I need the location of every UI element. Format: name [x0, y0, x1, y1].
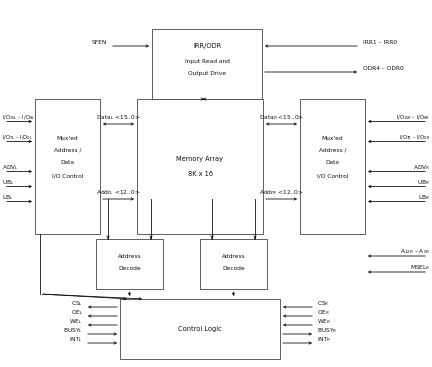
Bar — [96, 239, 163, 289]
Text: 8K x 16: 8K x 16 — [187, 171, 213, 178]
Text: Data$_L$ <15..0>: Data$_L$ <15..0> — [96, 113, 141, 123]
Bar — [200, 239, 267, 289]
Text: Mux'ed: Mux'ed — [57, 136, 78, 141]
Text: I/O$_{15L}$ – I/O$_{8L}$: I/O$_{15L}$ – I/O$_{8L}$ — [2, 113, 35, 122]
Text: Decode: Decode — [118, 266, 141, 272]
Text: OE$_L$: OE$_L$ — [70, 309, 83, 317]
Text: IRR1 – IRR0: IRR1 – IRR0 — [363, 40, 397, 44]
Text: I/O Control: I/O Control — [317, 174, 348, 179]
Text: I/O$_{7R}$ – I/O$_{0R}$: I/O$_{7R}$ – I/O$_{0R}$ — [399, 133, 430, 142]
Text: Address /: Address / — [54, 148, 81, 153]
Text: Decode: Decode — [222, 266, 245, 272]
Text: Output Drive: Output Drive — [188, 72, 226, 76]
Text: IRR/ODR: IRR/ODR — [193, 43, 221, 49]
Text: Input Read and: Input Read and — [184, 59, 229, 65]
Text: Data$_R$ <15..0>: Data$_R$ <15..0> — [259, 113, 304, 123]
Text: INT$_R$: INT$_R$ — [317, 335, 331, 345]
Text: I/O Control: I/O Control — [52, 174, 83, 179]
Text: OE$_R$: OE$_R$ — [317, 309, 330, 317]
Text: Address: Address — [222, 254, 245, 259]
Text: Data: Data — [60, 160, 74, 165]
Text: Mux'ed: Mux'ed — [322, 136, 343, 141]
Text: CS$_L$: CS$_L$ — [71, 299, 83, 308]
Text: Addr$_L$ <12..0>: Addr$_L$ <12..0> — [96, 189, 141, 197]
Text: CS$_R$: CS$_R$ — [317, 299, 329, 308]
Bar — [35, 99, 100, 234]
Text: Address /: Address / — [319, 148, 346, 153]
Bar — [300, 99, 365, 234]
Text: Memory Array: Memory Array — [177, 156, 223, 161]
Text: UB$_R$: UB$_R$ — [417, 178, 430, 187]
Text: I/O$_{15R}$ – I/O$_{8R}$: I/O$_{15R}$ – I/O$_{8R}$ — [396, 113, 430, 122]
Text: ODR4 – ODR0: ODR4 – ODR0 — [363, 65, 404, 70]
Text: UB$_L$: UB$_L$ — [2, 178, 14, 187]
Bar — [152, 29, 262, 99]
Text: LB$_R$: LB$_R$ — [418, 193, 430, 202]
Text: A$_{12R}$ – A$_{0R}$: A$_{12R}$ – A$_{0R}$ — [400, 248, 430, 257]
Bar — [120, 299, 280, 359]
Text: MSEL$_R$: MSEL$_R$ — [410, 264, 430, 272]
Bar — [137, 99, 263, 234]
Text: ADV$_L$: ADV$_L$ — [2, 163, 19, 172]
Text: I/O$_{7L}$ – I/O$_{0L}$: I/O$_{7L}$ – I/O$_{0L}$ — [2, 133, 33, 142]
Text: Control Logic: Control Logic — [178, 326, 222, 332]
Text: INT$_L$: INT$_L$ — [69, 335, 83, 345]
Text: WE$_R$: WE$_R$ — [317, 317, 331, 327]
Text: Address: Address — [118, 254, 141, 259]
Text: SFEN: SFEN — [92, 40, 107, 44]
Text: Data: Data — [325, 160, 340, 165]
Text: LB$_L$: LB$_L$ — [2, 193, 13, 202]
Text: BUSY$_L$: BUSY$_L$ — [63, 327, 83, 335]
Text: WE$_L$: WE$_L$ — [70, 317, 83, 327]
Text: Addr$_R$ <12..0>: Addr$_R$ <12..0> — [259, 189, 304, 197]
Text: ADV$_R$: ADV$_R$ — [413, 163, 430, 172]
Text: BUSY$_R$: BUSY$_R$ — [317, 327, 337, 335]
